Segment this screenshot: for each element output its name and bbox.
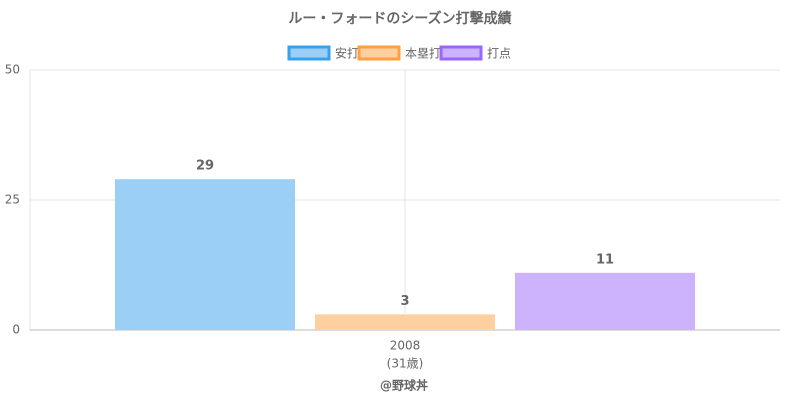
x-tick-label: 2008 (390, 339, 421, 353)
y-tick-label: 50 (5, 63, 20, 77)
legend-label: 安打 (335, 46, 359, 61)
legend-label: 本塁打 (405, 47, 441, 61)
x-tick-sublabel: (31歳) (387, 357, 424, 371)
bar (115, 179, 295, 330)
data-label: 11 (596, 252, 614, 267)
y-tick-label: 25 (5, 193, 20, 207)
chart-title: ルー・フォードのシーズン打撃成績 (288, 10, 511, 27)
legend-swatch (439, 45, 483, 61)
legend-label: 打点 (487, 47, 511, 61)
bar (515, 272, 695, 330)
footer: @野球丼 (380, 378, 428, 393)
legend-swatch (287, 45, 331, 61)
legend-swatch (357, 45, 401, 61)
y-tick-label: 0 (12, 323, 20, 337)
data-label: 3 (400, 294, 409, 309)
bar (315, 314, 495, 330)
data-label: 29 (196, 159, 214, 174)
